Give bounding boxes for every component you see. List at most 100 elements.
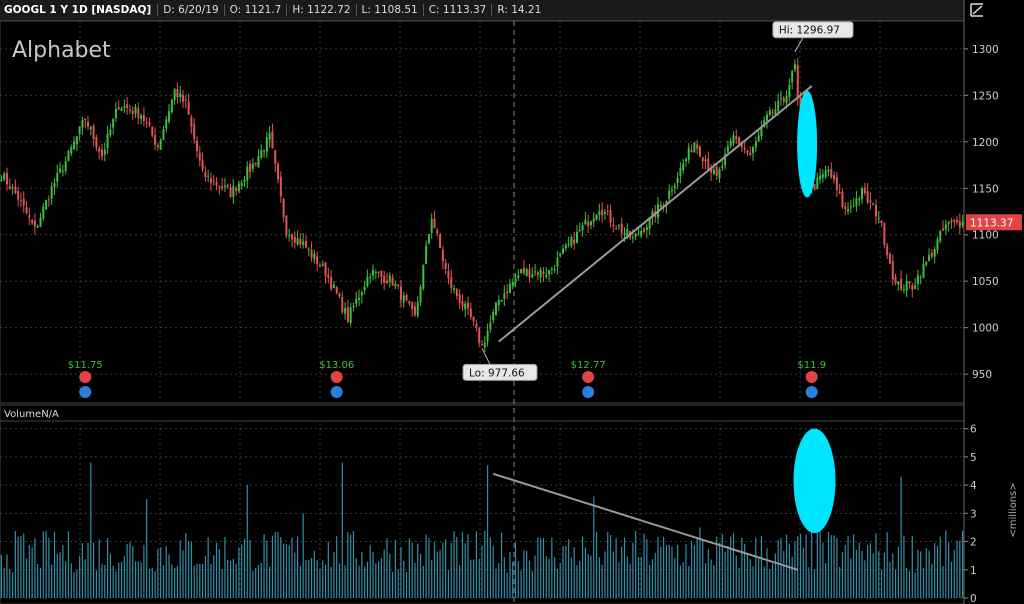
candle-body bbox=[84, 118, 87, 120]
volume-bar bbox=[221, 569, 223, 598]
candle bbox=[684, 157, 687, 168]
price-tick-label: 1000 bbox=[972, 323, 999, 335]
candle-body bbox=[355, 298, 358, 304]
candle-body bbox=[511, 282, 514, 285]
volume-bar bbox=[869, 543, 871, 598]
candle-body bbox=[436, 229, 439, 234]
quote-header: GOOGL 1 Y 1D [NASDAQ] D: 6/20/19 O: 1121… bbox=[0, 0, 964, 21]
candle bbox=[310, 241, 313, 262]
volume-bar bbox=[25, 558, 28, 598]
candle-body bbox=[827, 169, 830, 172]
candle-body bbox=[559, 253, 562, 256]
volume-bar bbox=[411, 542, 413, 598]
volume-bar bbox=[179, 540, 181, 598]
volume-bar bbox=[115, 571, 117, 598]
volume-bar bbox=[361, 552, 363, 598]
volume-bar bbox=[464, 543, 466, 598]
candle-body bbox=[684, 158, 687, 162]
candle bbox=[481, 339, 483, 346]
candle-body bbox=[430, 219, 433, 234]
candle bbox=[858, 196, 861, 207]
candle bbox=[880, 220, 883, 227]
volume-bar bbox=[735, 555, 737, 598]
candle-body bbox=[8, 185, 11, 190]
candle-body bbox=[659, 205, 662, 208]
volume-bar bbox=[917, 549, 919, 598]
candle-body bbox=[123, 106, 126, 108]
candle-body bbox=[109, 129, 112, 136]
candle-body bbox=[520, 269, 523, 274]
candle bbox=[564, 243, 567, 252]
candle bbox=[419, 284, 422, 306]
candle-body bbox=[120, 108, 123, 112]
candle-body bbox=[936, 239, 939, 251]
candle bbox=[142, 107, 145, 126]
candle bbox=[475, 319, 478, 332]
candle-body bbox=[299, 238, 302, 245]
candle bbox=[489, 315, 492, 333]
volume-bar bbox=[579, 560, 581, 598]
candle bbox=[793, 59, 796, 73]
volume-bar bbox=[526, 550, 528, 598]
volume-bar bbox=[283, 543, 285, 598]
volume-bar bbox=[347, 532, 349, 598]
volume-bar bbox=[422, 565, 424, 598]
volume-bar bbox=[503, 557, 505, 598]
candle-body bbox=[738, 137, 741, 146]
candle-body bbox=[550, 268, 553, 270]
candle-body bbox=[777, 101, 780, 111]
price-tick-label: 1300 bbox=[972, 44, 999, 56]
candle bbox=[732, 131, 735, 147]
volume-bar bbox=[710, 559, 712, 598]
candle-body bbox=[612, 224, 615, 227]
candle bbox=[374, 269, 377, 280]
candle bbox=[726, 140, 729, 156]
volume-bar bbox=[769, 569, 771, 598]
candle-body bbox=[195, 140, 198, 152]
volume-bar bbox=[637, 556, 640, 598]
candle bbox=[824, 165, 827, 180]
volume-bar bbox=[227, 559, 229, 598]
candle-body bbox=[601, 209, 604, 216]
candle-body bbox=[330, 276, 333, 290]
candle bbox=[956, 216, 959, 226]
candle-body bbox=[916, 275, 919, 285]
candle bbox=[92, 123, 95, 147]
volume-bar bbox=[372, 551, 374, 598]
candle-body bbox=[746, 150, 749, 153]
volume-bar bbox=[886, 532, 888, 598]
volume-bar bbox=[14, 531, 16, 598]
volume-bar bbox=[716, 536, 718, 598]
candle-body bbox=[338, 293, 341, 297]
candle bbox=[321, 260, 324, 267]
candle-body bbox=[835, 177, 838, 190]
symbol-label[interactable]: GOOGL 1 Y 1D [NASDAQ] bbox=[4, 4, 152, 16]
candle bbox=[330, 269, 333, 292]
low-value: L: 1108.51 bbox=[355, 4, 423, 16]
candle bbox=[592, 212, 595, 228]
volume-bar bbox=[556, 568, 559, 598]
candle bbox=[411, 301, 414, 317]
candle-body bbox=[919, 277, 922, 279]
volume-title-bar bbox=[0, 404, 965, 422]
candle-body bbox=[433, 218, 436, 229]
candle bbox=[749, 146, 752, 156]
candle-body bbox=[634, 233, 637, 237]
candle-body bbox=[679, 168, 682, 177]
volume-bar bbox=[324, 564, 327, 598]
volume-bar bbox=[914, 572, 916, 598]
candle bbox=[89, 125, 92, 136]
volume-bar bbox=[668, 545, 670, 598]
candle bbox=[53, 178, 56, 195]
candle-body bbox=[212, 180, 215, 182]
candle bbox=[372, 264, 375, 281]
volume-bar bbox=[118, 562, 120, 598]
volume-bar bbox=[199, 563, 201, 598]
candle bbox=[316, 251, 319, 272]
candle bbox=[573, 231, 576, 250]
candle bbox=[430, 213, 433, 239]
candle-body bbox=[589, 221, 592, 226]
date-value: D: 6/20/19 bbox=[157, 4, 223, 16]
expand-icon[interactable] bbox=[966, 0, 988, 20]
